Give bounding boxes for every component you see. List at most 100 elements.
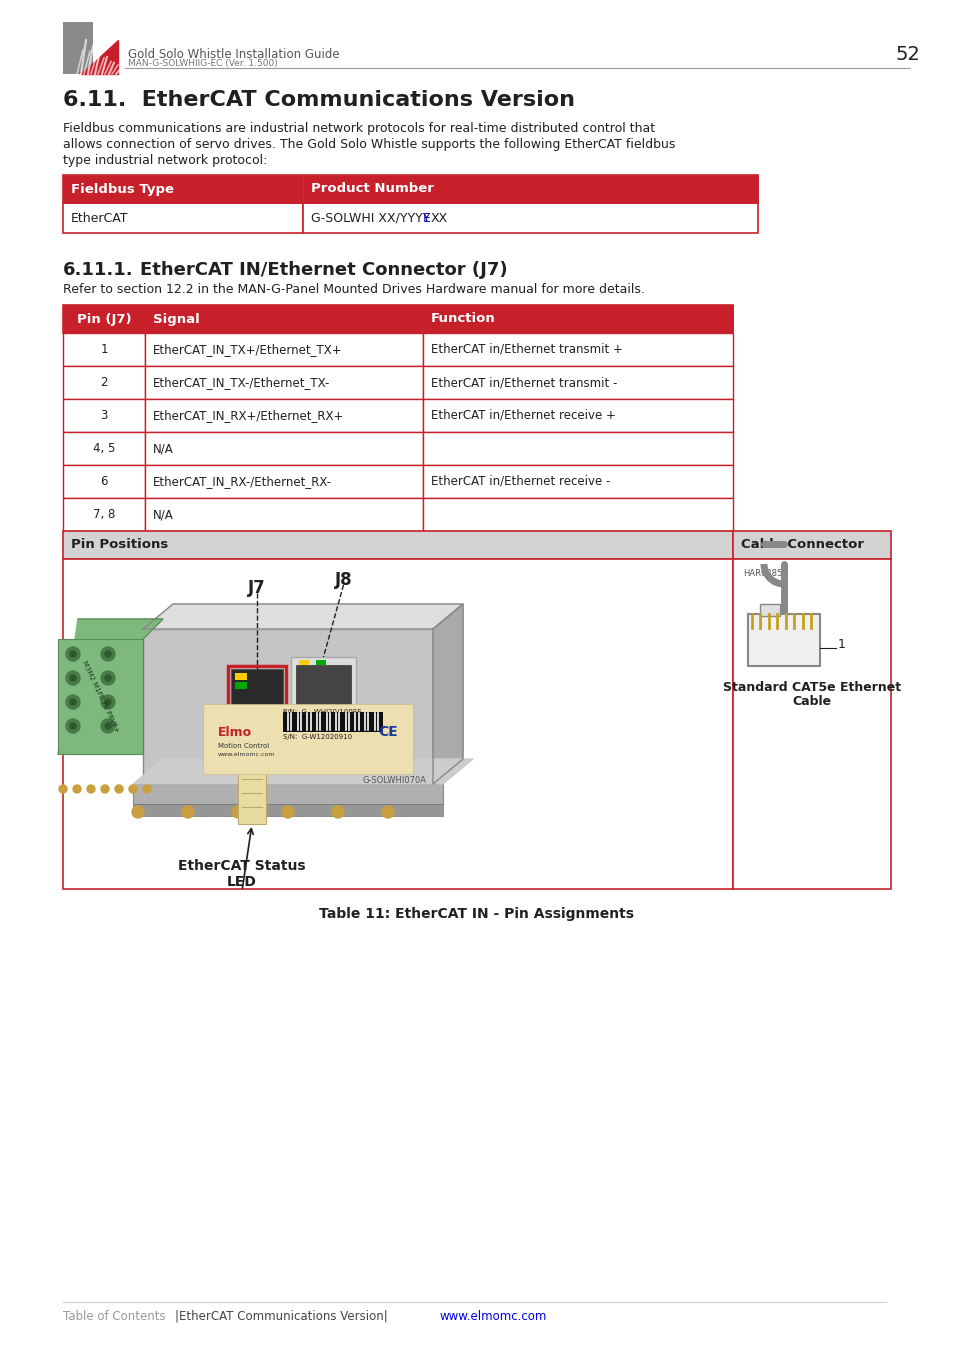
Bar [145, 305, 422, 333]
Text: E: E [422, 212, 431, 224]
Bar [732, 559, 890, 890]
Bar [234, 674, 247, 680]
Circle shape [73, 784, 81, 792]
Bar [231, 670, 283, 728]
Text: G-SOLWHI070A: G-SOLWHI070A [363, 776, 427, 784]
Bar [237, 769, 266, 823]
Bar [63, 305, 145, 333]
Bar [298, 660, 309, 666]
Text: Elmo: Elmo [218, 726, 252, 738]
Polygon shape [132, 759, 473, 784]
Text: Motion Control: Motion Control [218, 743, 269, 749]
Bar [747, 614, 820, 666]
Bar [63, 202, 303, 234]
Text: www.elmomc.com: www.elmomc.com [218, 752, 275, 757]
Bar [315, 660, 326, 666]
Bar [145, 432, 422, 464]
Text: Pin Positions: Pin Positions [71, 539, 168, 552]
Circle shape [66, 720, 80, 733]
Text: 52: 52 [894, 46, 919, 65]
Text: S/N:  G-W12020910: S/N: G-W12020910 [283, 734, 352, 740]
Circle shape [59, 784, 67, 792]
Bar [63, 22, 93, 74]
Text: 6.11.1.: 6.11.1. [63, 261, 133, 279]
Text: Fieldbus Type: Fieldbus Type [71, 182, 173, 196]
Bar [228, 666, 286, 730]
Bar [422, 400, 732, 432]
Circle shape [105, 675, 111, 680]
Circle shape [70, 724, 76, 729]
Text: J7: J7 [248, 579, 266, 597]
Text: Function: Function [431, 312, 496, 325]
Bar [132, 805, 442, 815]
Text: Refer to section 12.2 in the MAN-G-Panel Mounted Drives Hardware manual for more: Refer to section 12.2 in the MAN-G-Panel… [63, 284, 644, 296]
Text: MAN-G-SOLWHIIG-EC (Ver. 1.500): MAN-G-SOLWHIIG-EC (Ver. 1.500) [128, 59, 277, 68]
Text: allows connection of servo drives. The Gold Solo Whistle supports the following : allows connection of servo drives. The G… [63, 138, 675, 151]
Text: N/A: N/A [152, 508, 173, 521]
Bar [422, 432, 732, 464]
Text: M3M2 M1PE PE PRVP+: M3M2 M1PE PE PRVP+ [81, 660, 120, 733]
Bar [760, 603, 780, 616]
Circle shape [143, 784, 151, 792]
Circle shape [70, 675, 76, 680]
Polygon shape [58, 620, 163, 755]
Circle shape [101, 695, 115, 709]
Circle shape [101, 671, 115, 684]
Bar [145, 366, 422, 400]
Bar [63, 176, 758, 202]
Bar [63, 559, 732, 890]
Bar [303, 176, 758, 202]
Text: 1: 1 [100, 343, 108, 356]
Circle shape [381, 806, 394, 818]
Circle shape [87, 784, 95, 792]
Bar [63, 176, 303, 202]
Polygon shape [433, 603, 462, 784]
Text: N/A: N/A [152, 441, 173, 455]
Circle shape [332, 806, 344, 818]
Circle shape [129, 784, 137, 792]
Text: Signal: Signal [152, 312, 199, 325]
Bar [422, 305, 732, 333]
Text: 6: 6 [100, 475, 108, 487]
Text: Product Number: Product Number [311, 182, 434, 196]
Circle shape [105, 724, 111, 729]
Circle shape [101, 720, 115, 733]
Bar [145, 498, 422, 531]
Text: P/N:  G - WHI20/100EE: P/N: G - WHI20/100EE [283, 709, 361, 716]
Circle shape [101, 647, 115, 662]
Text: 1: 1 [837, 639, 845, 652]
Text: EtherCAT in/Ethernet transmit +: EtherCAT in/Ethernet transmit + [431, 343, 622, 356]
Bar [145, 333, 422, 366]
Text: G-SOLWHI XX/YYYY: G-SOLWHI XX/YYYY [311, 212, 430, 224]
Circle shape [282, 806, 294, 818]
Circle shape [105, 651, 111, 657]
Text: EtherCAT Status
LED: EtherCAT Status LED [178, 859, 306, 890]
Text: Cable Connector: Cable Connector [740, 539, 863, 552]
Bar [63, 432, 145, 464]
Text: Standard CAT5e Ethernet: Standard CAT5e Ethernet [722, 680, 901, 694]
Bar [422, 498, 732, 531]
Bar [143, 629, 433, 784]
Text: HAR0385A: HAR0385A [742, 568, 787, 578]
Circle shape [70, 651, 76, 657]
Bar [63, 464, 145, 498]
Text: EtherCAT IN/Ethernet Connector (J7): EtherCAT IN/Ethernet Connector (J7) [140, 261, 507, 279]
Text: EtherCAT: EtherCAT [71, 212, 129, 224]
Text: EtherCAT_IN_TX-/Ethernet_TX-: EtherCAT_IN_TX-/Ethernet_TX- [152, 377, 330, 389]
Bar [234, 682, 247, 688]
Text: 6.11.  EtherCAT Communications Version: 6.11. EtherCAT Communications Version [63, 90, 575, 109]
Bar [132, 784, 442, 805]
Bar [732, 531, 890, 559]
Text: 2: 2 [100, 377, 108, 389]
Bar [295, 666, 351, 720]
Text: type industrial network protocol:: type industrial network protocol: [63, 154, 267, 167]
Text: CE: CE [377, 725, 397, 738]
Text: Gold Solo Whistle Installation Guide: Gold Solo Whistle Installation Guide [128, 49, 339, 61]
Text: EtherCAT_IN_RX-/Ethernet_RX-: EtherCAT_IN_RX-/Ethernet_RX- [152, 475, 332, 487]
Text: 7, 8: 7, 8 [92, 508, 115, 521]
Bar [422, 333, 732, 366]
Circle shape [105, 699, 111, 705]
Text: Fieldbus communications are industrial network protocols for real-time distribut: Fieldbus communications are industrial n… [63, 122, 655, 135]
Text: XX: XX [431, 212, 448, 224]
Circle shape [70, 699, 76, 705]
